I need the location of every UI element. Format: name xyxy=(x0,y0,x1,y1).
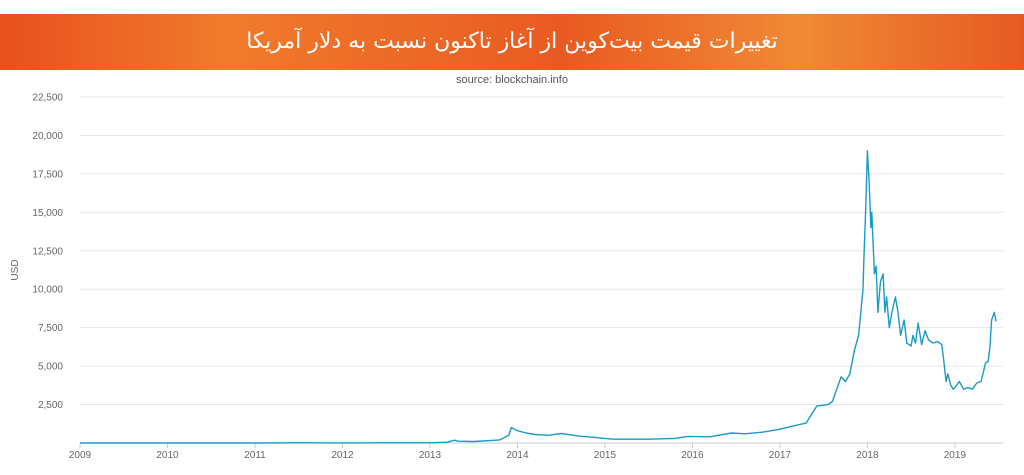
x-tick-label: 2014 xyxy=(506,450,529,461)
x-tick-label: 2009 xyxy=(69,450,92,461)
title-banner: تغییرات قیمت بیت‌کوین از آغاز تاکنون نسب… xyxy=(0,14,1024,70)
y-tick-label: 12,500 xyxy=(32,246,63,257)
grid-lines xyxy=(80,96,1003,406)
x-tick-label: 2011 xyxy=(244,450,266,461)
y-tick-label: 15,000 xyxy=(32,208,63,219)
y-axis-ticks: 2,500 5,000 7,500 10,000 12,500 15,000 17,500 2… xyxy=(32,93,63,412)
x-tick-label: 2016 xyxy=(681,450,704,461)
x-tick-label: 2018 xyxy=(856,450,879,461)
y-tick-label: 2,500 xyxy=(38,400,63,411)
y-tick-label: 10,000 xyxy=(32,285,63,296)
x-tick-label: 2010 xyxy=(156,450,179,461)
y-tick-label: 7,500 xyxy=(38,323,63,334)
x-tick-label: 2013 xyxy=(419,450,442,461)
chart-source: source: blockchain.info xyxy=(456,74,568,86)
y-tick-label: 5,000 xyxy=(38,362,63,373)
x-tick-label: 2012 xyxy=(331,450,354,461)
price-series-line xyxy=(80,150,997,444)
x-tick-label: 2015 xyxy=(594,450,617,461)
y-tick-label: 20,000 xyxy=(32,131,63,142)
y-tick-label: 22,500 xyxy=(32,93,63,104)
x-tick-label: 2019 xyxy=(944,450,967,461)
chart-title: تغییرات قیمت بیت‌کوین از آغاز تاکنون نسب… xyxy=(246,29,778,54)
y-axis-label: USD xyxy=(10,259,21,280)
x-tick-label: 2017 xyxy=(769,450,792,461)
y-tick-label: 17,500 xyxy=(32,169,63,180)
x-axis-ticks: 2009 2010 2011 2012 2013 2014 2015 2016 2017 2018… xyxy=(69,443,967,461)
